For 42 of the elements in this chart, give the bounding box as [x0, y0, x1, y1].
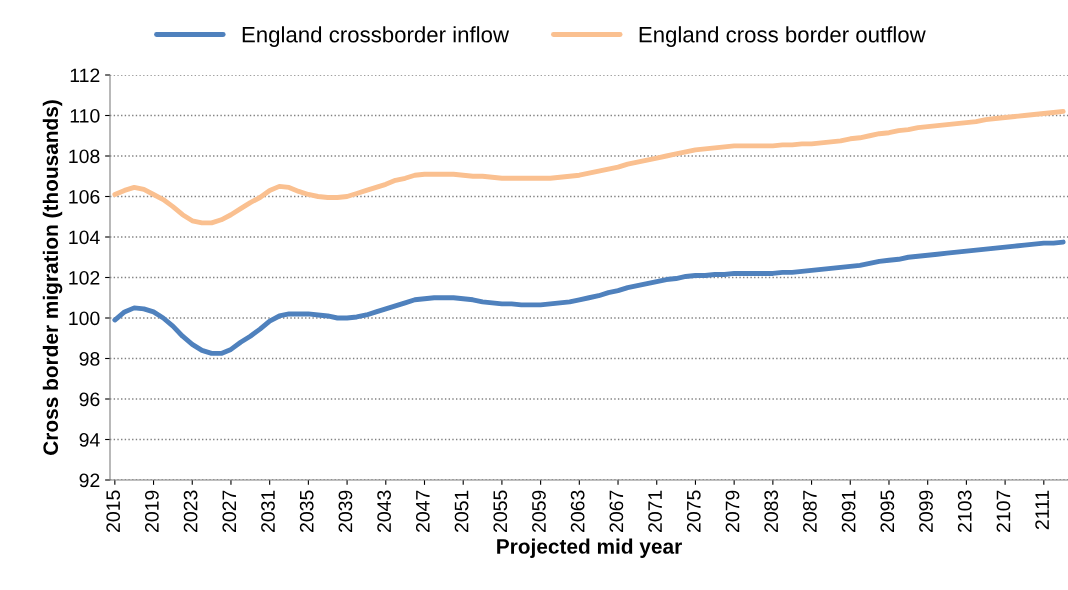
legend-label: England crossborder inflow — [242, 26, 510, 47]
x-tick-label: 2083 — [764, 490, 779, 532]
y-tick-label: 108 — [69, 149, 100, 164]
y-tick-label: 104 — [69, 230, 100, 245]
line-series — [112, 109, 1066, 226]
x-tick-label: 2043 — [377, 490, 392, 532]
y-tick-label: 98 — [79, 351, 100, 366]
x-tick-label: 2055 — [493, 490, 508, 532]
y-tick-label: 100 — [69, 311, 100, 326]
x-tick-label: 2103 — [957, 490, 972, 532]
x-tick-label: 2079 — [725, 490, 740, 532]
x-tick-label: 2075 — [686, 490, 701, 532]
x-tick-label: 2019 — [145, 490, 159, 532]
legend-label: England cross border outflow — [639, 26, 926, 47]
x-tick-label: 2051 — [454, 490, 469, 532]
x-tick-label: 2087 — [803, 490, 817, 532]
y-tick-label: 96 — [79, 392, 100, 407]
x-tick-label: 2071 — [648, 490, 662, 532]
x-tick-label: 2059 — [532, 490, 546, 532]
x-tick-label: 2027 — [222, 490, 237, 532]
x-tick-label: 2111 — [1035, 490, 1049, 530]
x-tick-label: 2091 — [841, 490, 856, 532]
y-tick-label: 110 — [70, 108, 100, 123]
x-tick-label: 2067 — [609, 490, 624, 532]
x-tick-label: 2031 — [261, 490, 275, 532]
x-tick-label: 2015 — [106, 490, 121, 532]
y-tick-label: 102 — [69, 270, 100, 285]
line-series — [112, 239, 1066, 356]
x-tick-label: 2095 — [880, 490, 895, 532]
y-axis-title: Cross border migration (thousands) — [42, 100, 63, 455]
x-tick-label: 2063 — [570, 490, 585, 532]
x-tick-label: 2099 — [919, 490, 933, 532]
y-tick-label: 94 — [79, 432, 100, 447]
x-tick-label: 2023 — [183, 490, 198, 532]
y-tick-label: 112 — [70, 68, 100, 83]
y-tick-label: 92 — [79, 473, 100, 488]
x-tick-label: 2035 — [299, 490, 314, 532]
x-tick-label: 2107 — [996, 490, 1011, 532]
x-tick-label: 2039 — [338, 490, 353, 532]
x-axis-title: Projected mid year — [497, 538, 682, 558]
y-tick-label: 106 — [69, 189, 100, 204]
x-tick-label: 2047 — [415, 490, 430, 532]
